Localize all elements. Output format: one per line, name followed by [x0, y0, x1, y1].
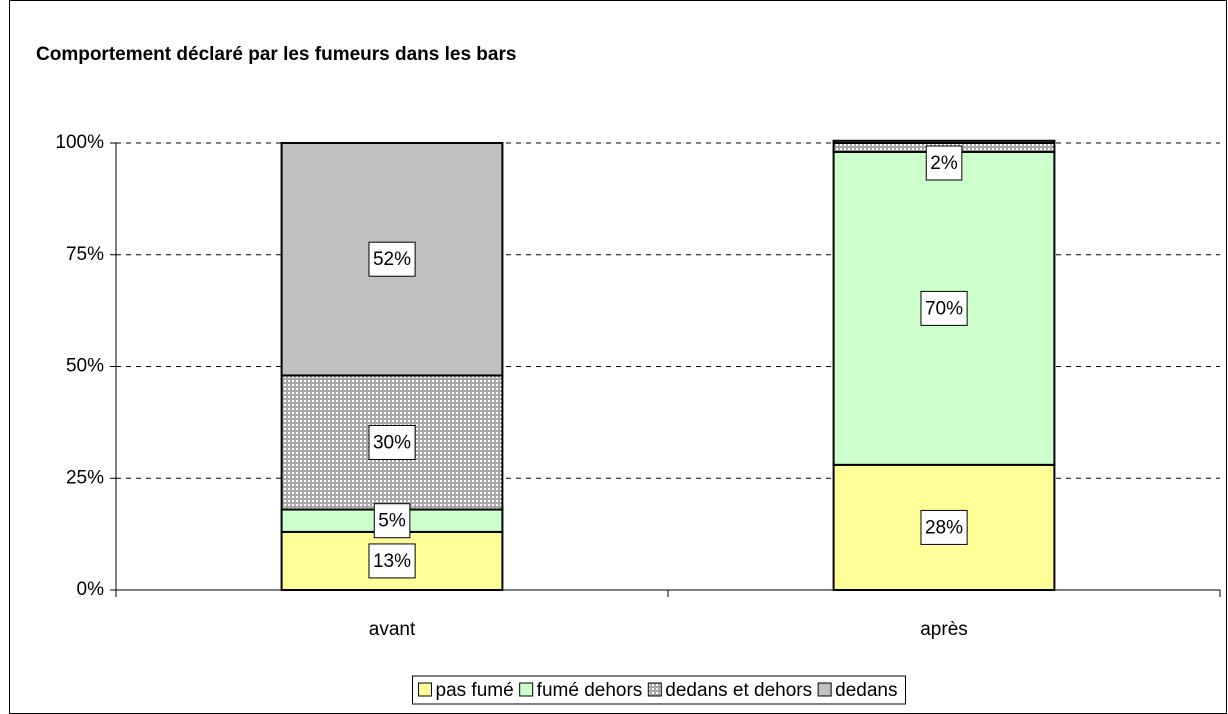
data-label: 52% [368, 241, 416, 277]
data-label-box [920, 290, 968, 326]
y-tick-label: 100% [55, 132, 104, 153]
data-label-text: 28% [925, 517, 963, 538]
legend-label: fumé dehors [537, 680, 643, 701]
data-label: 5% [373, 503, 411, 539]
data-label-box [925, 145, 963, 181]
chart-title: Comportement déclaré par les fumeurs dan… [36, 44, 516, 65]
x-tick-label: avant [369, 619, 416, 640]
y-tick-label: 50% [66, 356, 104, 377]
data-label-text: 2% [930, 153, 958, 174]
data-label-text: 13% [373, 551, 411, 572]
bar-segment [832, 139, 1056, 144]
x-tick-label: après [920, 619, 968, 640]
legend-label: dedans [835, 680, 897, 701]
legend: pas fumé fumé dehors dedans et dehors dedan… [412, 675, 906, 705]
data-label-box [368, 424, 416, 460]
legend-swatch [519, 682, 534, 697]
data-label-box [368, 241, 416, 277]
legend-swatch [817, 682, 832, 697]
data-label-text: 30% [373, 433, 411, 454]
data-label: 28% [920, 509, 968, 545]
y-tick-label: 0% [77, 579, 105, 600]
data-label: 30% [368, 424, 416, 460]
data-label: 13% [368, 543, 416, 579]
data-label: 2% [925, 145, 963, 181]
data-label-box [373, 503, 411, 539]
y-tick-label: 75% [66, 244, 104, 265]
legend-swatch [647, 682, 662, 697]
data-label: 70% [920, 290, 968, 326]
y-tick-label: 25% [66, 467, 104, 488]
data-label-text: 5% [378, 511, 406, 532]
legend-label: pas fumé [436, 680, 514, 701]
legend-label: dedans et dehors [665, 680, 812, 701]
legend-swatch [418, 682, 433, 697]
data-label-text: 52% [373, 249, 411, 270]
data-label-box [920, 509, 968, 545]
data-label-box [368, 543, 416, 579]
data-label-text: 70% [925, 298, 963, 319]
